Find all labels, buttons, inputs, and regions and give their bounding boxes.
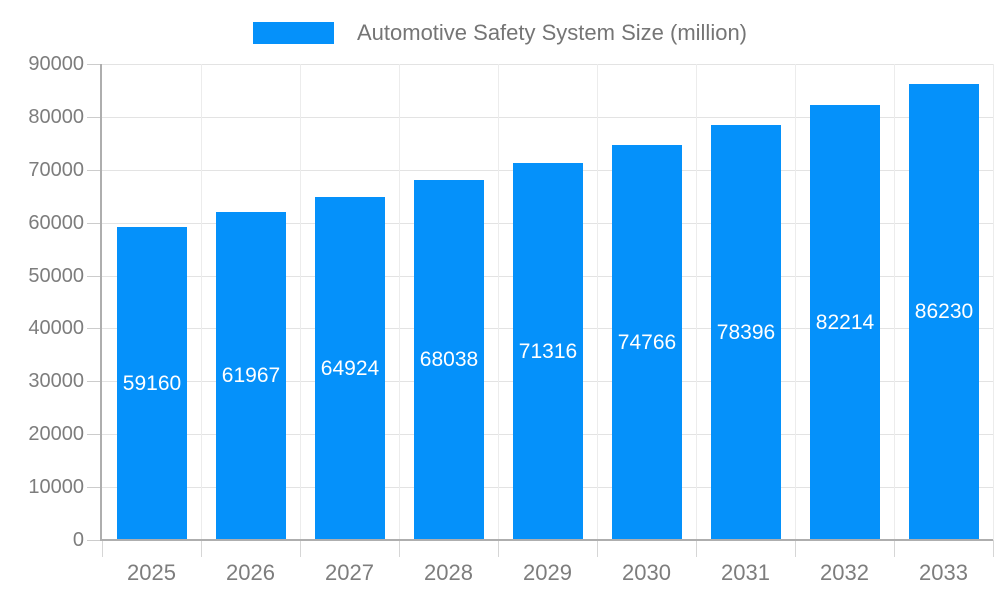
category-gridline: [498, 64, 499, 540]
bar-2031: 78396: [711, 125, 781, 540]
x-axis-tick: [597, 540, 598, 557]
x-axis-tick: [300, 540, 301, 557]
x-axis-line: [100, 539, 993, 541]
category-gridline: [993, 64, 994, 540]
y-axis-tick-label: 10000: [28, 476, 84, 498]
bar-2032: 82214: [810, 105, 880, 540]
y-axis-tick: [87, 434, 100, 435]
bar-2033: 86230: [909, 84, 979, 540]
y-gridline: [102, 117, 993, 118]
bar-value-label: 74766: [617, 330, 677, 354]
x-axis-tick-label: 2032: [820, 560, 869, 585]
y-axis-tick-label: 50000: [28, 265, 84, 287]
bar-value-label: 82214: [815, 310, 875, 334]
y-axis-tick: [87, 487, 100, 488]
x-axis-tick: [696, 540, 697, 557]
category-gridline: [201, 64, 202, 540]
x-axis-tick-label: 2030: [622, 560, 671, 585]
bar-value-label: 64924: [320, 356, 380, 380]
x-axis-tick-label: 2026: [226, 560, 275, 585]
y-axis-tick: [87, 117, 100, 118]
legend-label: Automotive Safety System Size (million): [356, 20, 748, 45]
x-axis-tick-label: 2028: [424, 560, 473, 585]
category-gridline: [696, 64, 697, 540]
category-gridline: [795, 64, 796, 540]
y-axis-tick-label: 40000: [28, 317, 84, 339]
y-axis-tick-label: 60000: [28, 212, 84, 234]
bar-2028: 68038: [414, 180, 484, 540]
y-axis-tick-label: 20000: [28, 423, 84, 445]
bar-value-label: 68038: [419, 348, 479, 371]
y-axis-tick: [87, 540, 100, 541]
category-gridline: [597, 64, 598, 540]
y-axis-tick: [87, 170, 100, 171]
plot-area: 0 10000 20000 30000 40000 50000 60000 70000 8000…: [28, 53, 994, 585]
x-axis-tick-label: 2027: [325, 560, 374, 585]
y-axis-tick-label: 90000: [28, 53, 84, 75]
y-axis-tick-label: 0: [72, 529, 84, 551]
x-axis-tick-label: 2033: [919, 560, 968, 585]
category-gridline: [300, 64, 301, 540]
bar-2026: 61967: [216, 212, 286, 540]
x-axis-tick: [498, 540, 499, 557]
y-axis-tick: [87, 276, 100, 277]
bar-2025: 59160: [117, 227, 187, 540]
x-axis-tick-label: 2025: [127, 560, 176, 585]
x-axis-tick: [102, 540, 103, 557]
x-axis-tick: [399, 540, 400, 557]
y-gridline: [102, 64, 993, 65]
y-axis-tick: [87, 381, 100, 382]
bar-value-label: 78396: [716, 320, 776, 344]
x-axis-tick: [201, 540, 202, 557]
x-axis-tick-label: 2029: [523, 560, 572, 585]
bar-value-label: 71316: [518, 339, 578, 363]
category-gridline: [894, 64, 895, 540]
x-axis-tick: [993, 540, 994, 557]
y-axis-line: [100, 64, 102, 540]
bar-value-label: 86230: [914, 300, 974, 323]
bar-value-label: 59160: [122, 371, 182, 395]
y-axis-tick-label: 80000: [28, 106, 84, 128]
bar-value-label: 61967: [221, 364, 281, 387]
x-axis-tick: [894, 540, 895, 557]
x-axis-tick: [795, 540, 796, 557]
bar-2030: 74766: [612, 145, 682, 540]
x-axis-tick-label: 2031: [721, 560, 770, 585]
category-gridline: [399, 64, 400, 540]
y-axis-tick-label: 30000: [28, 370, 84, 392]
y-axis-tick: [87, 328, 100, 329]
y-axis-tick-label: 70000: [28, 159, 84, 181]
y-axis-tick: [87, 223, 100, 224]
legend-swatch: [252, 22, 334, 44]
bar-2027: 64924: [315, 197, 385, 540]
y-axis-tick: [87, 64, 100, 65]
legend: Automotive Safety System Size (million): [0, 20, 1000, 46]
bar-2029: 71316: [513, 163, 583, 540]
